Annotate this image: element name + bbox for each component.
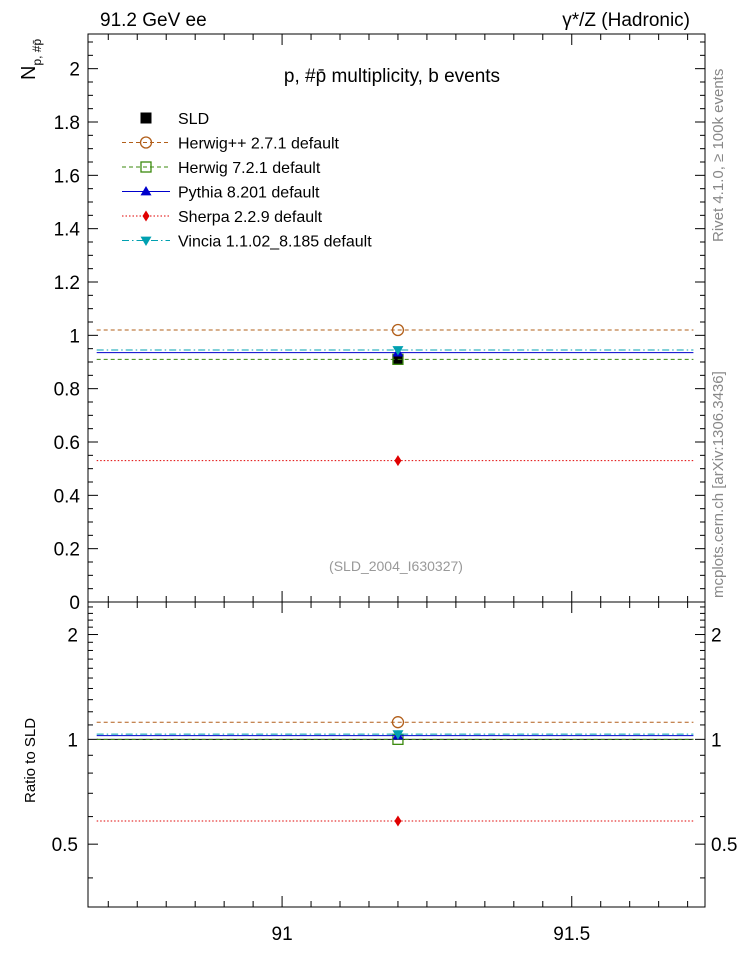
legend-entry-herwig7: Herwig 7.2.1 default bbox=[122, 160, 321, 177]
ratio-y-tick-label-right: 2 bbox=[711, 626, 722, 647]
analysis-id: (SLD_2004_I630327) bbox=[329, 558, 463, 574]
main-series-layer bbox=[96, 323, 694, 467]
main-ylabel: Np, #p̄ bbox=[18, 39, 44, 80]
legend-marker-herwig7 bbox=[140, 161, 152, 173]
legend-entry-vincia: Vincia 1.1.02_8.185 default bbox=[122, 234, 372, 251]
x-tick-label: 91 bbox=[272, 924, 293, 945]
ratio-series-layer bbox=[96, 716, 694, 827]
y-tick-label: 0.4 bbox=[54, 486, 81, 507]
ratio-marker-vincia bbox=[392, 730, 404, 740]
series-marker-vincia bbox=[392, 346, 404, 356]
ratio-ylabel: Ratio to SLD bbox=[22, 718, 39, 803]
ratio-marker-herwigpp bbox=[391, 716, 405, 729]
legend: SLD Herwig++ 2.7.1 default Herwig 7.2.1 de… bbox=[122, 111, 372, 251]
series-marker-sherpa bbox=[394, 455, 402, 467]
legend-label-herwig7: Herwig 7.2.1 default bbox=[178, 160, 321, 177]
y-tick-label: 0.6 bbox=[54, 433, 80, 454]
legend-label-sherpa: Sherpa 2.2.9 default bbox=[178, 209, 323, 226]
x-tick-label: 91.5 bbox=[553, 924, 590, 945]
y-tick-label: 2 bbox=[69, 60, 80, 81]
ratio-y-tick-label: 0.5 bbox=[52, 835, 78, 856]
series-marker-herwigpp bbox=[391, 323, 405, 337]
legend-marker-pythia bbox=[140, 186, 152, 196]
legend-entry-herwigpp: Herwig++ 2.7.1 default bbox=[122, 136, 340, 153]
legend-marker-vincia bbox=[140, 236, 152, 246]
ratio-y-tick-label-right: 0.5 bbox=[711, 835, 737, 856]
main-axis-ticks: 0 0.2 0.4 0.6 0.8 1 1.2 1.4 1.6 1.8 2 bbox=[54, 34, 705, 614]
ratio-y-tick-label: 1 bbox=[67, 730, 78, 751]
main-title: p, #p̄ multiplicity, b events bbox=[284, 66, 500, 87]
legend-entry-SLD: SLD bbox=[140, 111, 209, 128]
y-tick-label: 1 bbox=[69, 326, 80, 347]
main-ylabel-n: N bbox=[18, 66, 40, 80]
legend-entry-sherpa: Sherpa 2.2.9 default bbox=[122, 209, 323, 226]
y-tick-label: 0.8 bbox=[54, 380, 80, 401]
header-left: 91.2 GeV ee bbox=[100, 10, 207, 31]
y-tick-label: 1.4 bbox=[54, 220, 81, 241]
y-tick-label: 1.2 bbox=[54, 273, 80, 294]
y-tick-label: 0.2 bbox=[54, 540, 80, 561]
ratio-y-tick-label-right: 1 bbox=[711, 730, 722, 751]
legend-entry-pythia: Pythia 8.201 default bbox=[122, 185, 320, 202]
rivet-label: Rivet 4.1.0, ≥ 100k events bbox=[710, 69, 727, 242]
y-tick-label: 1.8 bbox=[54, 113, 80, 134]
header-right: γ*/Z (Hadronic) bbox=[562, 10, 690, 31]
legend-label-SLD: SLD bbox=[178, 111, 209, 128]
ratio-y-tick-label: 2 bbox=[67, 626, 78, 647]
legend-marker-sherpa bbox=[142, 210, 150, 222]
legend-marker-herwigpp bbox=[139, 136, 153, 149]
ratio-marker-sherpa bbox=[394, 815, 402, 827]
legend-label-pythia: Pythia 8.201 default bbox=[178, 185, 320, 202]
y-tick-label: 0 bbox=[69, 593, 80, 614]
legend-label-herwigpp: Herwig++ 2.7.1 default bbox=[178, 136, 340, 153]
y-tick-label: 1.6 bbox=[54, 166, 80, 187]
mcplots-label: mcplots.cern.ch [arXiv:1306.3436] bbox=[710, 371, 727, 598]
legend-marker-SLD bbox=[140, 112, 152, 124]
ratio-panel-frame bbox=[87, 601, 706, 908]
main-ylabel-sub: p, #p̄ bbox=[30, 39, 44, 66]
legend-label-vincia: Vincia 1.1.02_8.185 default bbox=[178, 234, 372, 251]
ratio-axis-ticks: 0.5 0.5 1 1 2 2 91 91.5 bbox=[52, 602, 737, 945]
